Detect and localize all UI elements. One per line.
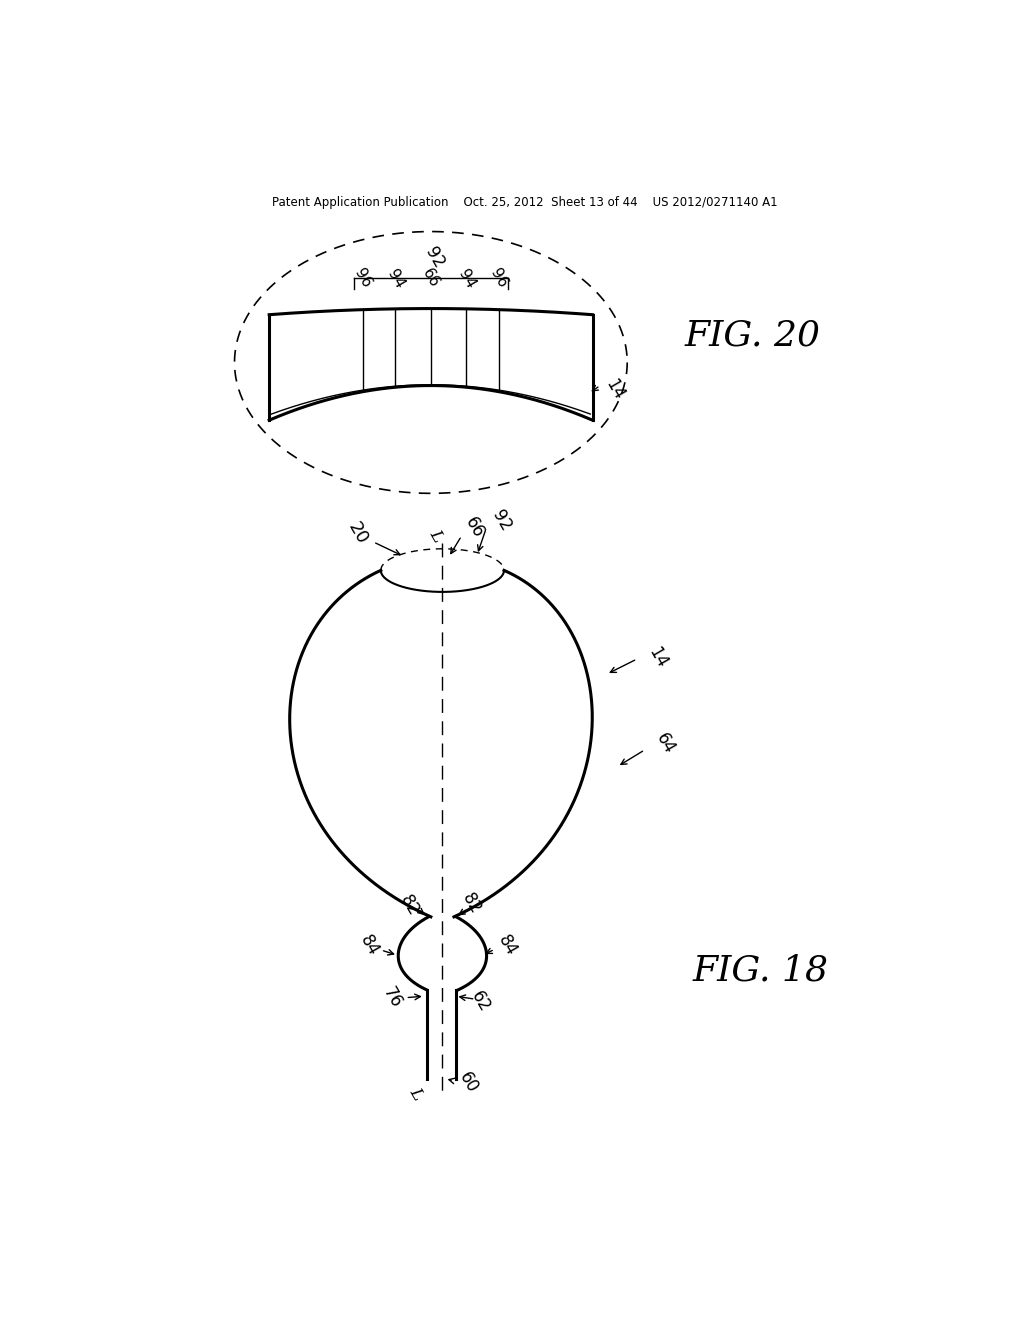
Text: FIG. 18: FIG. 18 (692, 954, 828, 987)
Text: 84: 84 (356, 932, 382, 958)
Text: 82: 82 (396, 891, 422, 919)
Text: 92: 92 (422, 244, 447, 272)
Text: 60: 60 (456, 1069, 481, 1096)
Text: 14: 14 (602, 376, 628, 403)
Text: 96: 96 (487, 267, 510, 290)
Text: 20: 20 (344, 519, 371, 548)
Text: 82: 82 (459, 890, 484, 917)
Text: 14: 14 (645, 644, 671, 671)
Text: 84: 84 (495, 932, 521, 958)
Text: L: L (406, 1085, 426, 1104)
Text: 94: 94 (455, 267, 478, 290)
Text: L: L (425, 527, 445, 545)
Text: 66: 66 (462, 515, 487, 541)
Text: 62: 62 (468, 987, 494, 1015)
Text: 96: 96 (351, 267, 375, 290)
Text: 92: 92 (488, 507, 515, 535)
Text: Patent Application Publication    Oct. 25, 2012  Sheet 13 of 44    US 2012/02711: Patent Application Publication Oct. 25, … (272, 195, 777, 209)
Text: 64: 64 (652, 730, 679, 758)
Text: 76: 76 (379, 985, 406, 1011)
Text: 66: 66 (420, 267, 442, 290)
Text: 94: 94 (384, 267, 407, 290)
Text: FIG. 20: FIG. 20 (685, 318, 821, 352)
